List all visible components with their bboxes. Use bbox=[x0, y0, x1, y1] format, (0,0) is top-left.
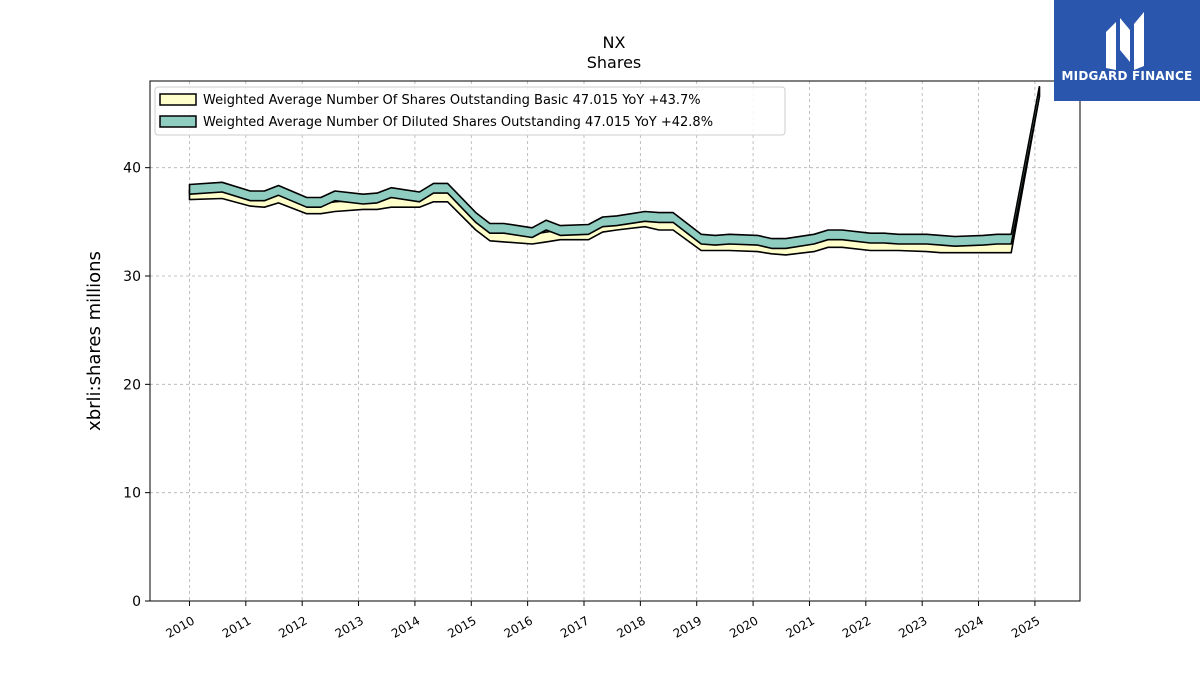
y-tick-label: 40 bbox=[123, 161, 141, 177]
y-tick-label: 10 bbox=[123, 486, 141, 502]
grid bbox=[150, 81, 1080, 601]
x-axis: 2010 2011 2012 2013 2014 2015 2016 2017 2018 2019… bbox=[164, 601, 1042, 641]
y-tick-label: 30 bbox=[123, 269, 141, 285]
x-tick-label: 2013 bbox=[333, 613, 366, 640]
x-tick-label: 2010 bbox=[164, 613, 197, 640]
x-tick-label: 2023 bbox=[896, 613, 929, 640]
logo-text: MIDGARD FINANCE bbox=[1061, 69, 1193, 83]
chart-subtitle: Shares bbox=[587, 53, 642, 72]
midgard-logo: MIDGARD FINANCE bbox=[1054, 0, 1200, 101]
x-tick-label: 2016 bbox=[502, 613, 535, 640]
plot-area bbox=[149, 80, 1081, 602]
legend-entry-diluted: Weighted Average Number Of Diluted Share… bbox=[203, 115, 713, 130]
series-layer bbox=[188, 86, 1041, 256]
x-tick-label: 2011 bbox=[220, 613, 253, 640]
x-tick-label: 2012 bbox=[276, 613, 309, 640]
y-tick-label: 20 bbox=[123, 377, 141, 393]
x-tick-label: 2024 bbox=[953, 613, 986, 640]
x-tick-label: 2019 bbox=[671, 613, 704, 640]
x-tick-label: 2017 bbox=[558, 613, 591, 640]
x-tick-label: 2025 bbox=[1009, 613, 1042, 640]
midgard-logo-icon bbox=[1106, 12, 1144, 70]
x-tick-label: 2022 bbox=[840, 613, 873, 640]
y-tick-label: 0 bbox=[132, 594, 141, 610]
legend: Weighted Average Number Of Shares Outsta… bbox=[154, 86, 786, 136]
legend-swatch-basic bbox=[159, 93, 197, 106]
chart-title: NX bbox=[603, 33, 626, 52]
legend-box bbox=[154, 86, 786, 136]
x-tick-label: 2015 bbox=[445, 613, 478, 640]
y-axis: 0 10 20 30 40 bbox=[123, 161, 150, 610]
series-diluted-band bbox=[188, 86, 1041, 250]
x-tick-label: 2020 bbox=[727, 613, 760, 640]
legend-entry-basic: Weighted Average Number Of Shares Outsta… bbox=[203, 93, 701, 108]
x-tick-label: 2018 bbox=[614, 613, 647, 640]
x-tick-label: 2021 bbox=[784, 613, 817, 640]
x-tick-label: 2014 bbox=[389, 613, 422, 640]
legend-swatch-diluted bbox=[159, 115, 197, 128]
y-axis-label: xbrli:shares millions bbox=[84, 251, 105, 431]
